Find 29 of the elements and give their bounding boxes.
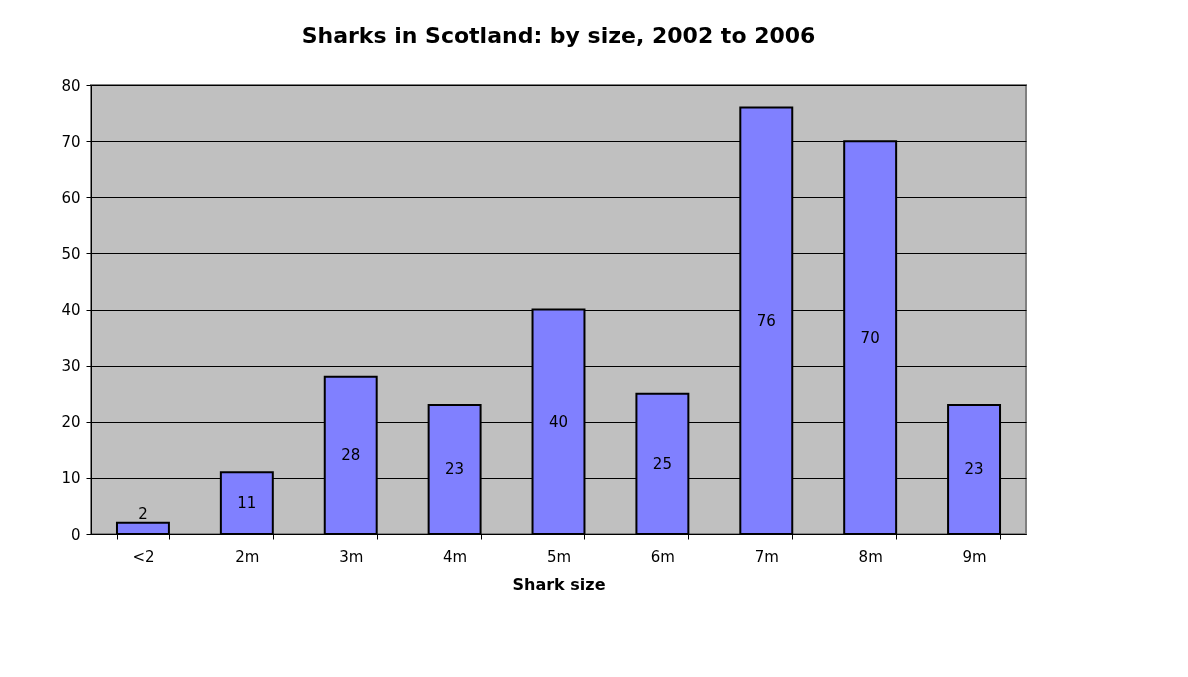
- data-label: 70: [860, 328, 880, 347]
- x-tick-label: 2m: [235, 547, 260, 566]
- y-tick-label: 0: [70, 525, 81, 544]
- y-tick-label: 30: [61, 357, 81, 376]
- x-tick-label: 7m: [754, 547, 779, 566]
- x-tick-label: 4m: [443, 547, 468, 566]
- x-tick-label: 8m: [858, 547, 883, 566]
- y-tick-label: 60: [61, 188, 81, 207]
- x-tick-label: 5m: [546, 547, 572, 566]
- data-label: 2: [138, 504, 148, 523]
- y-tick-label: 70: [61, 132, 81, 151]
- data-label: 11: [237, 494, 257, 513]
- x-tick-label: 6m: [650, 547, 675, 566]
- data-label: 23: [445, 460, 465, 479]
- data-label: 23: [964, 460, 984, 479]
- y-tick-label: 40: [61, 301, 81, 319]
- x-tick-label: 9m: [962, 547, 987, 566]
- chart-title: Sharks in Scotland: by size, 2002 to 2006: [301, 23, 816, 48]
- data-label: 40: [548, 412, 569, 431]
- data-label: 25: [652, 454, 672, 473]
- y-tick-label: 20: [61, 413, 81, 432]
- y-tick-label: 10: [61, 469, 81, 488]
- x-axis-title: Shark size: [512, 574, 606, 594]
- y-tick-label: 50: [61, 244, 81, 263]
- x-tick-label: 3m: [339, 547, 364, 566]
- y-tick-label: 80: [61, 76, 81, 95]
- data-label: 28: [341, 446, 361, 465]
- x-tick-label: <2: [132, 547, 155, 566]
- data-label: 76: [756, 311, 776, 330]
